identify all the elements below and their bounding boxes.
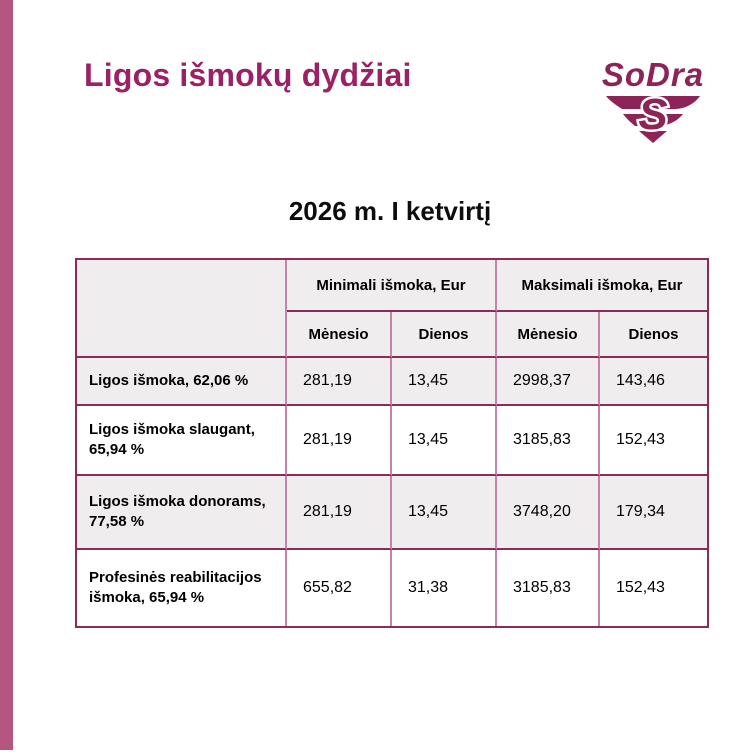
cell-value: 281,19 — [287, 406, 392, 476]
cell-value: 3185,83 — [497, 406, 600, 476]
subheader-min-menesio: Mėnesio — [287, 312, 392, 358]
cell-value: 281,19 — [287, 358, 392, 406]
cell-value: 13,45 — [392, 406, 497, 476]
cell-value: 31,38 — [392, 550, 497, 626]
benefits-table: Minimali išmoka, Eur Maksimali išmoka, E… — [75, 258, 709, 628]
row-label: Ligos išmoka donorams, 77,58 % — [77, 476, 287, 550]
sodra-triangle-mark — [606, 96, 700, 143]
left-accent-bar — [0, 0, 13, 750]
cell-value: 13,45 — [392, 476, 497, 550]
table-corner-cell — [77, 260, 287, 358]
group-header-maksimali: Maksimali išmoka, Eur — [497, 260, 707, 312]
cell-value: 3748,20 — [497, 476, 600, 550]
cell-value: 152,43 — [600, 550, 707, 626]
subheader-maks-menesio: Mėnesio — [497, 312, 600, 358]
cell-value: 13,45 — [392, 358, 497, 406]
cell-value: 2998,37 — [497, 358, 600, 406]
subheader-maks-dienos: Dienos — [600, 312, 707, 358]
cell-value: 143,46 — [600, 358, 707, 406]
slide-subtitle: 2026 m. I ketvirtį — [288, 196, 492, 226]
sodra-wordmark: SoDra — [602, 56, 704, 93]
row-label: Ligos išmoka, 62,06 % — [77, 358, 287, 406]
group-header-minimali: Minimali išmoka, Eur — [287, 260, 497, 312]
cell-value: 3185,83 — [497, 550, 600, 626]
subheader-min-dienos: Dienos — [392, 312, 497, 358]
cell-value: 655,82 — [287, 550, 392, 626]
slide-title: Ligos išmokų dydžiai — [84, 57, 412, 93]
sodra-mark-s: S — [638, 90, 667, 139]
sodra-logo: SoDra S — [602, 56, 704, 143]
cell-value: 152,43 — [600, 406, 707, 476]
cell-value: 179,34 — [600, 476, 707, 550]
row-label: Ligos išmoka slaugant, 65,94 % — [77, 406, 287, 476]
row-label: Profesinės reabilitacijos išmoka, 65,94 … — [77, 550, 287, 626]
cell-value: 281,19 — [287, 476, 392, 550]
